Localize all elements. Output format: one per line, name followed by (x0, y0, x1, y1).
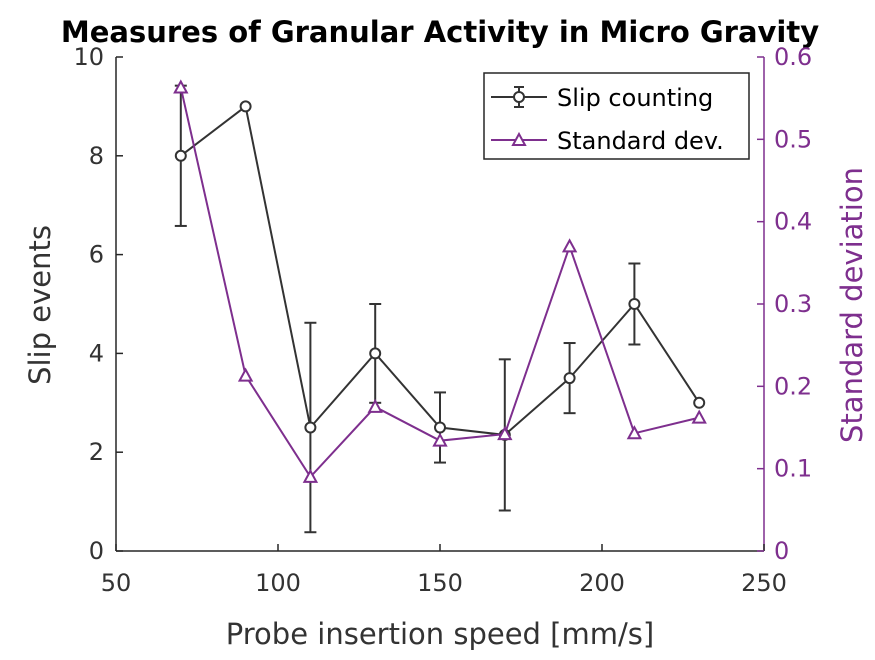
y-left-tick-label: 10 (73, 43, 104, 71)
x-tick-label: 200 (579, 569, 625, 597)
data-point-slip-counting (304, 421, 317, 434)
data-point-slip-counting (628, 298, 641, 310)
x-tick-label: 50 (101, 569, 132, 597)
y-left-tick-label: 6 (89, 241, 104, 269)
chart-title: Measures of Granular Activity in Micro G… (61, 15, 819, 49)
legend-label-slip-counting: Slip counting (557, 84, 713, 112)
data-point-standard-dev (561, 238, 578, 253)
y-left-tick-label: 8 (89, 142, 104, 170)
y-axis-label-right: Standard deviation (835, 167, 869, 443)
x-tick-label: 250 (741, 569, 787, 597)
legend-item-standard-dev: Standard dev. (491, 127, 724, 155)
y-left-tick-label: 2 (89, 438, 104, 466)
y-right-tick-label: 0.6 (774, 43, 812, 71)
legend-circle-marker-icon (513, 91, 525, 103)
data-point-standard-dev (173, 79, 189, 94)
data-point-slip-counting (434, 421, 446, 434)
data-point-slip-counting (369, 347, 382, 360)
y-right-tick-label: 0 (774, 537, 789, 565)
y-right-tick-label: 0.5 (774, 125, 812, 153)
data-point-standard-dev (626, 425, 643, 440)
data-point-standard-dev (237, 367, 254, 382)
y-right-tick-label: 0.2 (774, 372, 812, 400)
data-point-standard-dev (367, 398, 383, 413)
legend-triangle-marker-icon (511, 131, 527, 146)
y-axis-label-left: Slip events (23, 225, 57, 385)
data-point-standard-dev (497, 425, 513, 441)
y-right-tick-label: 0.4 (774, 208, 812, 236)
x-tick-label: 150 (417, 569, 463, 597)
x-tick-label: 100 (255, 569, 301, 597)
data-point-slip-counting (693, 396, 706, 409)
y-left-tick-label: 0 (89, 537, 104, 565)
data-point-slip-counting (174, 149, 187, 162)
data-point-standard-dev (432, 432, 448, 447)
y-right-tick-label: 0.1 (774, 455, 812, 483)
legend-box (483, 72, 750, 160)
legend-label-standard-dev: Standard dev. (557, 127, 724, 155)
data-point-standard-dev (691, 409, 707, 424)
x-axis-label: Probe insertion speed [mm/s] (226, 617, 654, 651)
data-point-slip-counting (563, 372, 576, 385)
legend: Slip counting Standard dev. (483, 72, 750, 160)
legend-item-slip-counting: Slip counting (491, 84, 713, 112)
y-left-tick-label: 4 (89, 339, 104, 367)
data-point-slip-counting (239, 100, 252, 113)
data-point-standard-dev (302, 468, 319, 483)
plot-area (173, 79, 707, 534)
y-right-tick-label: 0.3 (774, 290, 812, 318)
